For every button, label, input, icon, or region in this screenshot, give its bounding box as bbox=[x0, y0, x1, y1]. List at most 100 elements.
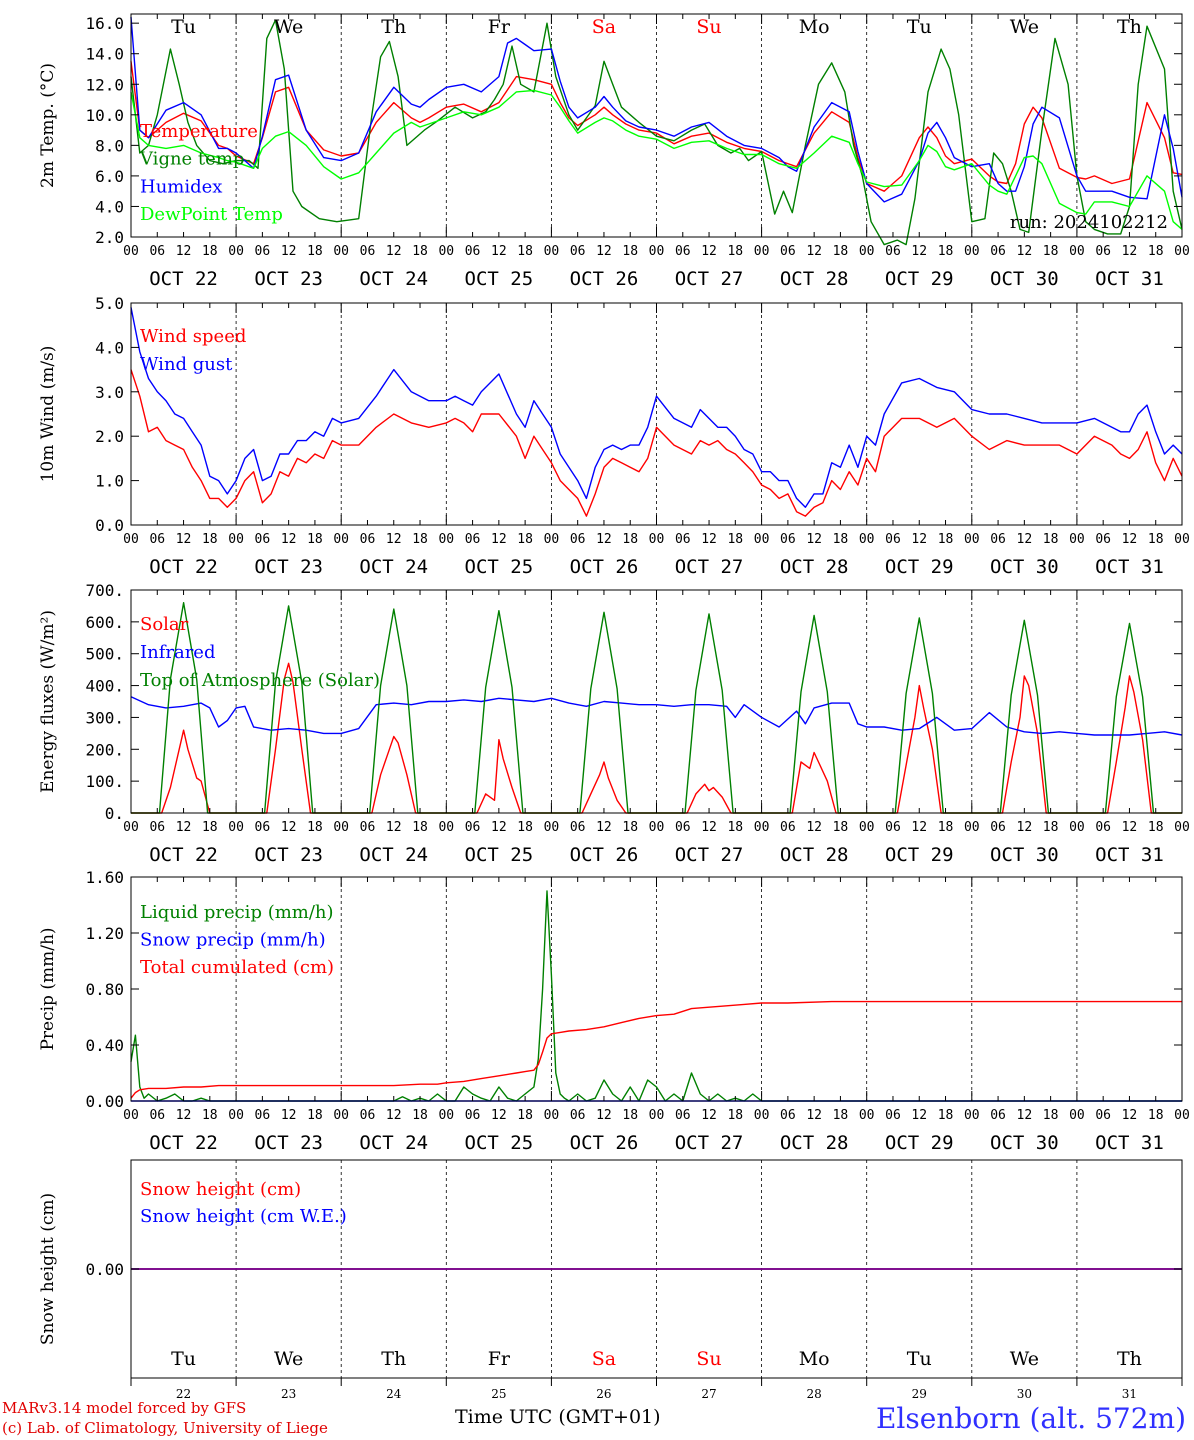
hour-tick-label: 00 bbox=[859, 532, 875, 547]
hour-tick-label: 12 bbox=[806, 1108, 822, 1123]
date-label: OCT 31 bbox=[1095, 268, 1164, 290]
y-tick-label: 2.0 bbox=[95, 427, 124, 446]
date-label: OCT 25 bbox=[465, 844, 534, 866]
y-tick-label: 300. bbox=[85, 708, 124, 727]
hour-tick-label: 00 bbox=[754, 820, 770, 835]
day-name: We bbox=[1010, 1348, 1039, 1370]
hour-tick-label: 00 bbox=[438, 820, 454, 835]
hour-tick-label: 18 bbox=[1043, 244, 1059, 259]
date-label: OCT 27 bbox=[675, 268, 744, 290]
day-number: 31 bbox=[1122, 1387, 1137, 1401]
day-number: 30 bbox=[1017, 1387, 1032, 1401]
date-label: OCT 30 bbox=[990, 556, 1059, 578]
hour-tick-label: 00 bbox=[1174, 244, 1190, 259]
hour-tick-label: 06 bbox=[1095, 1108, 1111, 1123]
hour-tick-label: 06 bbox=[360, 1108, 376, 1123]
hour-tick-label: 06 bbox=[885, 532, 901, 547]
date-label: OCT 29 bbox=[885, 268, 954, 290]
y-tick-label: 0.80 bbox=[85, 980, 124, 999]
hour-tick-label: 18 bbox=[622, 532, 638, 547]
hour-tick-label: 06 bbox=[570, 532, 586, 547]
hour-tick-label: 12 bbox=[386, 1108, 402, 1123]
date-label: OCT 28 bbox=[780, 844, 849, 866]
hour-tick-label: 12 bbox=[1122, 532, 1138, 547]
y-tick-label: 0.00 bbox=[85, 1260, 124, 1279]
hour-tick-label: 00 bbox=[754, 1108, 770, 1123]
hour-tick-label: 00 bbox=[649, 532, 665, 547]
legend-entry: Top of Atmosphere (Solar) bbox=[140, 670, 380, 691]
panel-5 bbox=[130, 1159, 1183, 1386]
day-name: Th bbox=[381, 1348, 406, 1370]
hour-tick-label: 00 bbox=[544, 1108, 560, 1123]
day-name: Su bbox=[696, 1348, 721, 1370]
y-tick-label: 100. bbox=[85, 772, 124, 791]
hour-tick-label: 06 bbox=[465, 820, 481, 835]
hour-tick-label: 12 bbox=[176, 1108, 192, 1123]
hour-tick-label: 00 bbox=[333, 532, 349, 547]
hour-tick-label: 06 bbox=[255, 532, 271, 547]
hour-tick-label: 12 bbox=[281, 532, 297, 547]
legend-entry: DewPoint Temp bbox=[140, 204, 283, 225]
hour-tick-label: 06 bbox=[465, 532, 481, 547]
hour-tick-label: 00 bbox=[859, 820, 875, 835]
hour-tick-label: 12 bbox=[701, 820, 717, 835]
hour-tick-label: 12 bbox=[701, 244, 717, 259]
y-axis-label: Snow height (cm) bbox=[38, 1193, 58, 1345]
date-label: OCT 30 bbox=[990, 844, 1059, 866]
hour-tick-label: 00 bbox=[544, 532, 560, 547]
date-label: OCT 26 bbox=[570, 268, 639, 290]
hour-tick-label: 06 bbox=[465, 244, 481, 259]
hour-tick-label: 06 bbox=[780, 1108, 796, 1123]
hour-tick-label: 00 bbox=[544, 244, 560, 259]
hour-tick-label: 06 bbox=[149, 532, 165, 547]
hour-tick-label: 00 bbox=[649, 244, 665, 259]
day-name: Fr bbox=[488, 1348, 511, 1370]
legend-entry: Temperature bbox=[140, 121, 258, 142]
day-name: We bbox=[274, 1348, 303, 1370]
hour-tick-label: 12 bbox=[1122, 244, 1138, 259]
hour-tick-label: 12 bbox=[806, 532, 822, 547]
hour-tick-label: 00 bbox=[544, 820, 560, 835]
hour-tick-label: 00 bbox=[333, 1108, 349, 1123]
date-label: OCT 23 bbox=[254, 1132, 323, 1154]
hour-tick-label: 18 bbox=[833, 244, 849, 259]
hour-tick-label: 06 bbox=[990, 532, 1006, 547]
hour-tick-label: 18 bbox=[938, 244, 954, 259]
hour-tick-label: 00 bbox=[123, 532, 139, 547]
hour-tick-label: 00 bbox=[964, 532, 980, 547]
hour-tick-label: 12 bbox=[281, 820, 297, 835]
hour-tick-label: 00 bbox=[228, 1108, 244, 1123]
hour-tick-label: 18 bbox=[1043, 820, 1059, 835]
hour-tick-label: 12 bbox=[491, 244, 507, 259]
hour-tick-label: 12 bbox=[596, 1108, 612, 1123]
day-name: Sa bbox=[592, 16, 616, 38]
hour-tick-label: 00 bbox=[859, 1108, 875, 1123]
hour-tick-label: 18 bbox=[1148, 532, 1164, 547]
hour-tick-label: 06 bbox=[360, 820, 376, 835]
hour-tick-label: 12 bbox=[386, 244, 402, 259]
hour-tick-label: 12 bbox=[1122, 820, 1138, 835]
hour-tick-label: 18 bbox=[727, 532, 743, 547]
hour-tick-label: 00 bbox=[123, 820, 139, 835]
y-tick-label: 0.00 bbox=[85, 1092, 124, 1111]
y-axis-label: 2m Temp. (°C) bbox=[38, 63, 58, 188]
day-name: Th bbox=[381, 16, 406, 38]
date-label: OCT 24 bbox=[359, 844, 428, 866]
y-tick-label: 0. bbox=[105, 804, 124, 823]
date-label: OCT 24 bbox=[359, 1132, 428, 1154]
hour-tick-label: 18 bbox=[833, 820, 849, 835]
day-name: Sa bbox=[592, 1348, 616, 1370]
hour-tick-label: 18 bbox=[412, 1108, 428, 1123]
day-name: Tu bbox=[171, 16, 196, 38]
y-tick-label: 16.0 bbox=[85, 14, 124, 33]
hour-tick-label: 12 bbox=[596, 532, 612, 547]
hour-tick-label: 18 bbox=[833, 1108, 849, 1123]
hour-tick-label: 00 bbox=[754, 244, 770, 259]
y-tick-label: 200. bbox=[85, 740, 124, 759]
legend-entry: Total cumulated (cm) bbox=[140, 957, 334, 978]
hour-tick-label: 12 bbox=[176, 244, 192, 259]
hour-tick-label: 12 bbox=[176, 820, 192, 835]
hour-tick-label: 06 bbox=[780, 244, 796, 259]
hour-tick-label: 06 bbox=[885, 820, 901, 835]
hour-tick-label: 06 bbox=[570, 244, 586, 259]
